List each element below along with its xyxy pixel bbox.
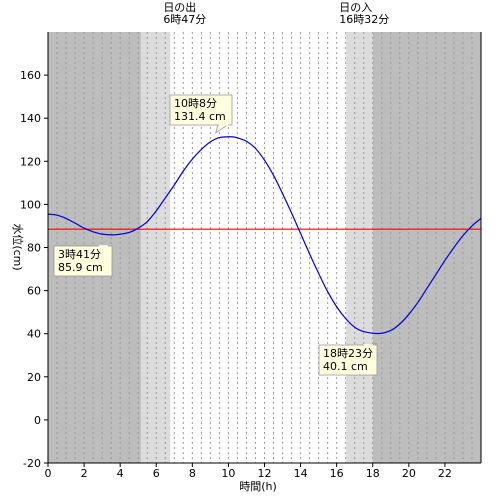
sunset-time: 16時32分: [339, 13, 389, 26]
x-tick-label: 20: [402, 467, 416, 480]
x-axis-label: 時間(h): [239, 480, 277, 493]
annotation-box: [169, 94, 233, 126]
twilight-evening: [346, 32, 373, 463]
tide-line: [47, 136, 482, 335]
sunrise-label: 日の出: [163, 0, 196, 14]
y-tick-label: 60: [27, 285, 41, 298]
x-tick-label: 0: [45, 467, 52, 480]
x-tick-label: 4: [117, 467, 124, 480]
y-tick-label: 140: [20, 112, 41, 125]
x-tick-label: 2: [81, 467, 88, 480]
y-tick-label: 80: [27, 242, 41, 255]
y-tick-label: 20: [27, 371, 41, 384]
annotation-time: 18時23分: [323, 347, 373, 360]
y-tick-label: 100: [20, 198, 41, 211]
annotation-box: [53, 245, 113, 277]
tide-series-layer: [47, 136, 482, 335]
y-axis-label: 水位(cm): [11, 223, 25, 270]
y-tick-label: -20: [23, 457, 41, 470]
y-tick-label: 40: [27, 328, 41, 341]
twilight-morning: [140, 32, 171, 463]
annotation-box: [318, 344, 378, 376]
annotation-value: 85.9 cm: [58, 261, 103, 274]
axis-ticks: -20 0 20 40 60 80 100 120 140 160 0 2 4 6 8 10 12 14 16 18 2…: [20, 69, 452, 480]
sunrise-time: 6時47分: [163, 13, 206, 26]
x-tick-label: 22: [438, 467, 452, 480]
x-tick-label: 10: [221, 467, 235, 480]
x-tick-label: 12: [258, 467, 272, 480]
annotation-value: 40.1 cm: [323, 360, 368, 373]
y-tick-label: 120: [20, 155, 41, 168]
x-tick-label: 14: [294, 467, 308, 480]
x-tick-label: 8: [189, 467, 196, 480]
annotation-time: 10時8分: [174, 97, 217, 110]
annotation-time: 3時41分: [58, 248, 101, 261]
x-tick-label: 18: [366, 467, 380, 480]
x-tick-label: 16: [330, 467, 344, 480]
y-tick-label: 0: [34, 414, 41, 427]
y-tick-label: 160: [20, 69, 41, 82]
x-tick-label: 6: [153, 467, 160, 480]
sunset-label: 日の入: [339, 1, 372, 14]
annotation-value: 131.4 cm: [174, 110, 226, 123]
